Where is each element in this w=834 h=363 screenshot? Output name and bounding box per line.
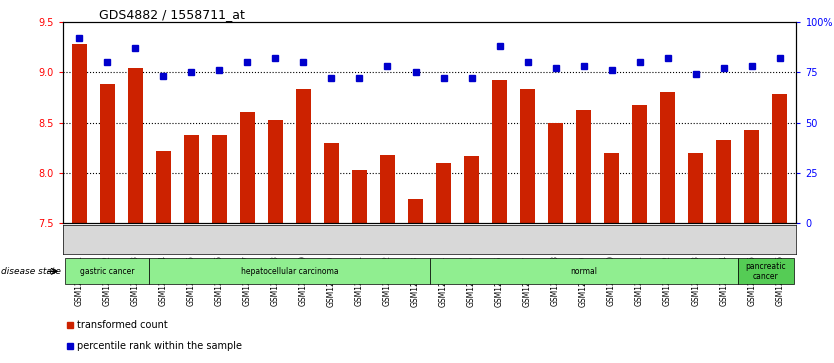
Bar — [716, 140, 731, 223]
Text: normal: normal — [570, 267, 597, 276]
Text: GDS4882 / 1558711_at: GDS4882 / 1558711_at — [99, 8, 245, 21]
Text: hepatocellular carcinoma: hepatocellular carcinoma — [241, 267, 339, 276]
Bar — [772, 94, 787, 223]
Bar — [492, 80, 507, 223]
Bar — [744, 130, 759, 223]
Bar — [548, 123, 563, 223]
Text: gastric cancer: gastric cancer — [80, 267, 134, 276]
Bar — [72, 44, 87, 223]
Bar — [632, 105, 647, 223]
Bar — [436, 163, 451, 223]
Bar — [520, 89, 535, 223]
Bar — [156, 151, 171, 223]
FancyBboxPatch shape — [737, 258, 794, 285]
Bar — [464, 156, 480, 223]
Bar — [408, 199, 423, 223]
Bar — [379, 155, 395, 223]
Bar — [352, 170, 367, 223]
FancyBboxPatch shape — [65, 258, 149, 285]
Bar — [183, 135, 199, 223]
Bar — [128, 68, 143, 223]
Text: percentile rank within the sample: percentile rank within the sample — [78, 341, 242, 351]
Bar — [296, 89, 311, 223]
FancyBboxPatch shape — [430, 258, 737, 285]
FancyBboxPatch shape — [149, 258, 430, 285]
Bar — [660, 92, 676, 223]
Bar — [688, 153, 703, 223]
Text: pancreatic
cancer: pancreatic cancer — [746, 262, 786, 281]
Bar — [604, 153, 620, 223]
Text: disease state: disease state — [1, 267, 61, 276]
Bar — [324, 143, 339, 223]
Bar — [100, 84, 115, 223]
Bar — [239, 113, 255, 223]
Bar — [212, 135, 227, 223]
Bar — [575, 110, 591, 223]
Text: transformed count: transformed count — [78, 321, 168, 330]
Bar — [268, 121, 284, 223]
